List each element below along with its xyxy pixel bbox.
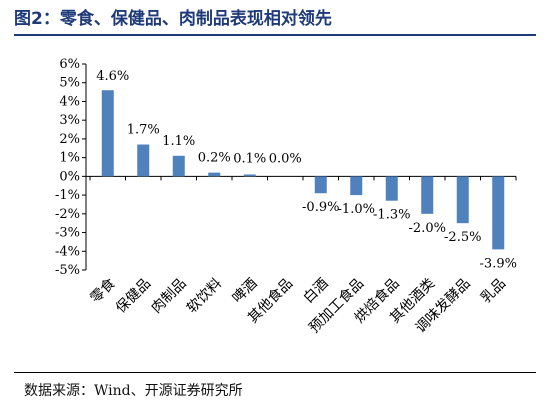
title-underline xyxy=(14,34,536,36)
y-tick-label: 3% xyxy=(59,113,80,128)
x-category-label: 啤酒 xyxy=(229,276,260,307)
y-tick-label: 5% xyxy=(59,76,80,91)
y-tick-label: 2% xyxy=(59,132,80,147)
bar xyxy=(385,176,398,201)
bar-layer xyxy=(101,90,505,250)
y-tick-label: 0% xyxy=(59,169,80,184)
source-divider xyxy=(14,372,536,373)
bar xyxy=(456,176,469,224)
bar xyxy=(492,176,505,250)
data-label: 1.1% xyxy=(162,134,195,149)
data-label: 4.6% xyxy=(96,69,129,84)
y-tick-label: -4% xyxy=(55,244,80,259)
bar xyxy=(314,176,327,194)
x-category-label: 白酒 xyxy=(300,276,331,307)
y-tick-label: -5% xyxy=(55,263,80,278)
data-label: -1.0% xyxy=(338,202,375,217)
y-tick-label: 1% xyxy=(59,151,80,166)
y-tick-label: -1% xyxy=(55,188,80,203)
source-note: 数据来源：Wind、开源证券研究所 xyxy=(24,383,243,399)
data-label: 1.7% xyxy=(127,123,160,138)
bar xyxy=(101,90,114,177)
bar xyxy=(350,176,363,196)
data-label: -1.3% xyxy=(373,208,410,223)
figure-title: 图2：零食、保健品、肉制品表现相对领先 xyxy=(14,9,332,29)
bar-chart: 6% 5% 4% 3% 2% 1% 0% -1% -2% -3% -4% -5% 4.6% 1.7%1.… xyxy=(55,57,517,337)
bar xyxy=(137,144,150,177)
data-label-layer: 4.6%1.7%1.1%0.2% 0.1% 0.0%-0.9%-1.0%-1.3%-… xyxy=(96,69,517,271)
y-tick-label: -3% xyxy=(55,226,80,241)
x-category-label: 肉制品 xyxy=(149,276,190,317)
x-category-label: 零食 xyxy=(87,275,119,307)
axis-layer: 6% 5% 4% 3% 2% 1% 0% -1% -2% -3% -4% -5% xyxy=(55,57,517,278)
bar xyxy=(421,176,434,214)
x-category-label: 软饮料 xyxy=(184,276,225,317)
data-label: 0.2% xyxy=(198,151,231,166)
bar xyxy=(208,172,221,177)
bar xyxy=(172,155,185,177)
bar xyxy=(243,174,256,177)
data-label: -3.9% xyxy=(480,256,517,271)
y-tick-label: -2% xyxy=(55,207,80,222)
x-category-label: 保健品 xyxy=(113,276,154,317)
data-label: 0.1% xyxy=(233,151,266,166)
data-label: -2.0% xyxy=(409,221,446,236)
y-tick-label: 4% xyxy=(59,94,80,109)
y-tick-label: 6% xyxy=(59,57,80,72)
data-label: -0.9% xyxy=(302,200,339,215)
x-category-label: 乳品 xyxy=(478,276,509,307)
data-label: 0.0% xyxy=(269,151,302,166)
data-label: -2.5% xyxy=(444,230,481,245)
